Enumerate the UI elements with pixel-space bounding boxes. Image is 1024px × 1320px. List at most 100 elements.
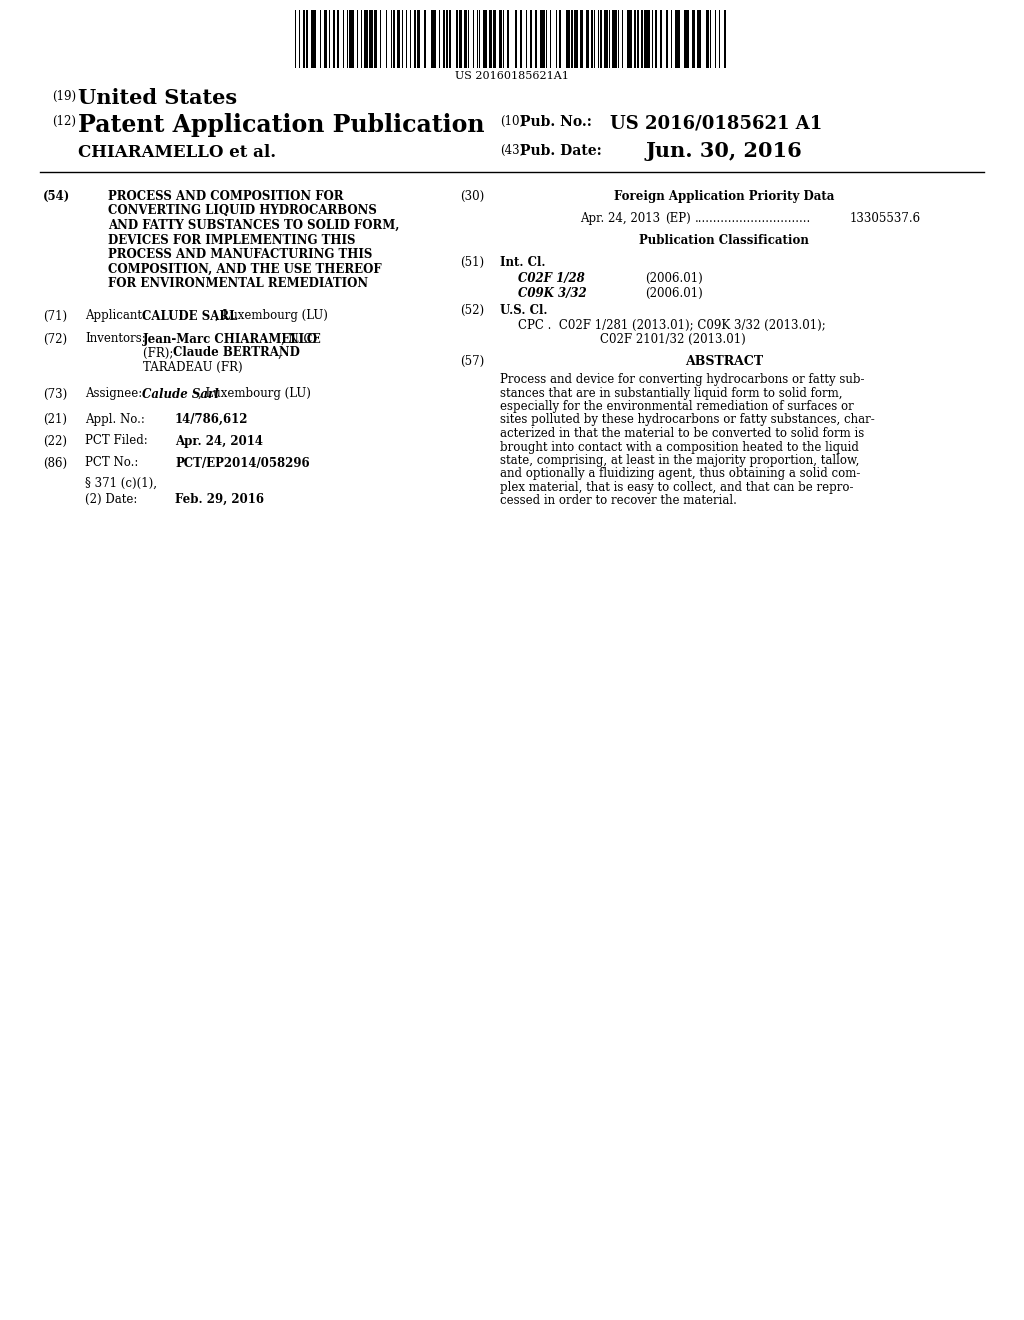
Text: Process and device for converting hydrocarbons or fatty sub-: Process and device for converting hydroc…: [500, 374, 864, 385]
Bar: [559, 11, 561, 69]
Bar: [692, 11, 695, 69]
Text: DEVICES FOR IMPLEMENTING THIS: DEVICES FOR IMPLEMENTING THIS: [108, 234, 355, 247]
Text: AND FATTY SUBSTANCES TO SOLID FORM,: AND FATTY SUBSTANCES TO SOLID FORM,: [108, 219, 399, 232]
Text: acterized in that the material to be converted to solid form is: acterized in that the material to be con…: [500, 426, 864, 440]
Bar: [724, 11, 726, 69]
Bar: [535, 11, 538, 69]
Bar: [566, 11, 570, 69]
Text: Feb. 29, 2016: Feb. 29, 2016: [175, 492, 264, 506]
Bar: [529, 11, 532, 69]
Text: Foreign Application Priority Data: Foreign Application Priority Data: [613, 190, 835, 203]
Bar: [402, 11, 403, 69]
Text: and optionally a fluidizing agent, thus obtaining a solid com-: and optionally a fluidizing agent, thus …: [500, 467, 860, 480]
Bar: [459, 11, 462, 69]
Text: United States: United States: [78, 88, 238, 108]
Bar: [546, 11, 547, 69]
Text: stances that are in substantially liquid form to solid form,: stances that are in substantially liquid…: [500, 387, 843, 400]
Bar: [337, 11, 339, 69]
Text: sites polluted by these hydrocarbons or fatty substances, char-: sites polluted by these hydrocarbons or …: [500, 413, 874, 426]
Bar: [641, 11, 643, 69]
Bar: [324, 11, 327, 69]
Bar: [710, 11, 712, 69]
Text: (52): (52): [460, 304, 484, 317]
Bar: [594, 11, 595, 69]
Text: Jean-Marc CHIARAMELLO: Jean-Marc CHIARAMELLO: [143, 333, 318, 346]
Bar: [477, 11, 478, 69]
Bar: [446, 11, 447, 69]
Bar: [407, 11, 408, 69]
Bar: [609, 11, 610, 69]
Bar: [540, 11, 545, 69]
Bar: [321, 11, 322, 69]
Text: Pub. Date:: Pub. Date:: [520, 144, 602, 158]
Text: CPC .  C02F 1/281 (2013.01); C09K 3/32 (2013.01);: CPC . C02F 1/281 (2013.01); C09K 3/32 (2…: [518, 319, 825, 333]
Text: FOR ENVIRONMENTAL REMEDIATION: FOR ENVIRONMENTAL REMEDIATION: [108, 277, 368, 290]
Bar: [424, 11, 426, 69]
Text: 13305537.6: 13305537.6: [850, 213, 922, 224]
Text: U.S. Cl.: U.S. Cl.: [500, 304, 548, 317]
Text: state, comprising, at least in the majority proportion, tallow,: state, comprising, at least in the major…: [500, 454, 859, 467]
Bar: [600, 11, 601, 69]
Text: (2006.01): (2006.01): [645, 286, 702, 300]
Text: Assignee:: Assignee:: [85, 388, 142, 400]
Bar: [457, 11, 458, 69]
Bar: [439, 11, 440, 69]
Text: § 371 (c)(1),: § 371 (c)(1),: [85, 477, 157, 490]
Bar: [410, 11, 411, 69]
Text: C02F 1/28: C02F 1/28: [518, 272, 585, 285]
Text: PCT No.:: PCT No.:: [85, 457, 138, 470]
Bar: [479, 11, 480, 69]
Text: (72): (72): [43, 333, 68, 346]
Text: , NICE: , NICE: [281, 333, 322, 346]
Bar: [587, 11, 589, 69]
Bar: [611, 11, 616, 69]
Text: Claude BERTRAND: Claude BERTRAND: [173, 346, 300, 359]
Bar: [622, 11, 623, 69]
Text: Apr. 24, 2014: Apr. 24, 2014: [175, 434, 263, 447]
Text: brought into contact with a composition heated to the liquid: brought into contact with a composition …: [500, 441, 859, 454]
Bar: [697, 11, 701, 69]
Bar: [627, 11, 632, 69]
Bar: [306, 11, 307, 69]
Text: PCT Filed:: PCT Filed:: [85, 434, 147, 447]
Text: (57): (57): [460, 355, 484, 368]
Bar: [365, 11, 369, 69]
Text: Jun. 30, 2016: Jun. 30, 2016: [645, 141, 802, 161]
Bar: [449, 11, 452, 69]
Bar: [386, 11, 387, 69]
Text: Publication Classification: Publication Classification: [639, 234, 809, 247]
Bar: [414, 11, 416, 69]
Text: TARADEAU (FR): TARADEAU (FR): [143, 360, 243, 374]
Bar: [295, 11, 296, 69]
Text: (22): (22): [43, 434, 67, 447]
Bar: [349, 11, 354, 69]
Text: CHIARAMELLO et al.: CHIARAMELLO et al.: [78, 144, 276, 161]
Bar: [550, 11, 551, 69]
Text: Calude Sarl: Calude Sarl: [142, 388, 219, 400]
Text: cessed in order to recover the material.: cessed in order to recover the material.: [500, 495, 737, 507]
Bar: [343, 11, 344, 69]
Bar: [489, 11, 492, 69]
Text: ...............................: ...............................: [695, 213, 811, 224]
Bar: [666, 11, 669, 69]
Bar: [299, 11, 300, 69]
Bar: [654, 11, 657, 69]
Text: Appl. No.:: Appl. No.:: [85, 412, 144, 425]
Bar: [347, 11, 348, 69]
Bar: [503, 11, 505, 69]
Bar: [644, 11, 649, 69]
Bar: [500, 11, 502, 69]
Bar: [617, 11, 620, 69]
Bar: [571, 11, 572, 69]
Bar: [442, 11, 445, 69]
Bar: [675, 11, 680, 69]
Bar: [526, 11, 527, 69]
Bar: [494, 11, 496, 69]
Bar: [707, 11, 709, 69]
Bar: [391, 11, 392, 69]
Text: Apr. 24, 2013: Apr. 24, 2013: [580, 213, 660, 224]
Text: US 2016/0185621 A1: US 2016/0185621 A1: [610, 114, 822, 132]
Text: 14/786,612: 14/786,612: [175, 412, 249, 425]
Text: (EP): (EP): [665, 213, 691, 224]
Text: plex material, that is easy to collect, and that can be repro-: plex material, that is easy to collect, …: [500, 480, 853, 494]
